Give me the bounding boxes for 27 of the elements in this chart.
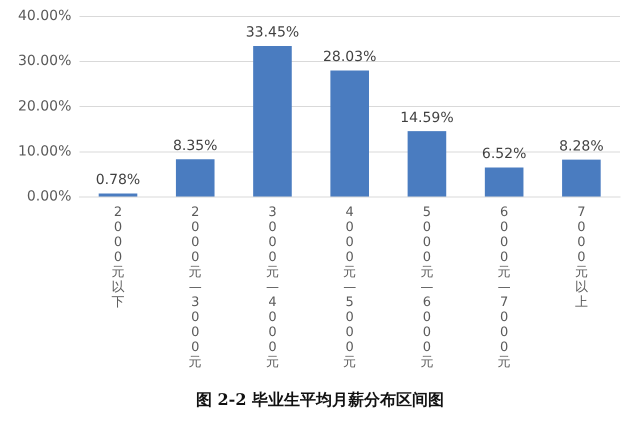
y-tick-label: 20.00% xyxy=(18,98,72,114)
data-label: 8.35% xyxy=(172,138,218,154)
bar xyxy=(176,159,215,196)
bar xyxy=(330,70,369,196)
data-label: 33.45% xyxy=(246,24,300,41)
data-label: 0.78% xyxy=(96,172,140,188)
caption: 图 2-2 毕业生平均月薪分布区间图 xyxy=(194,390,446,411)
y-tick-label: 10.00% xyxy=(18,143,72,160)
data-label: 28.03% xyxy=(322,49,376,66)
bar xyxy=(408,131,446,196)
data-label: 8.28% xyxy=(559,138,604,154)
bar xyxy=(562,160,601,196)
category-label: 6000元—7000元 xyxy=(498,205,511,370)
category-label: 5000元—6000元 xyxy=(420,205,434,370)
y-tick-label: 30.00% xyxy=(18,53,72,70)
category-label: 3000元—4000元 xyxy=(266,205,279,370)
x-tick-label: 7000元以上 xyxy=(574,205,588,310)
category-label: 2000元—3000元 xyxy=(188,205,202,370)
bar xyxy=(253,46,292,196)
x-tick-label: 2000元以下 xyxy=(110,205,125,310)
data-label: 14.59% xyxy=(400,110,454,126)
y-tick-label: 40.00% xyxy=(18,8,72,24)
bar xyxy=(98,193,138,196)
data-label: 6.52% xyxy=(482,146,526,162)
category-label: 4000元—5000元 xyxy=(343,205,356,370)
bar xyxy=(484,168,524,196)
y-tick-label: 0.00% xyxy=(26,188,72,205)
